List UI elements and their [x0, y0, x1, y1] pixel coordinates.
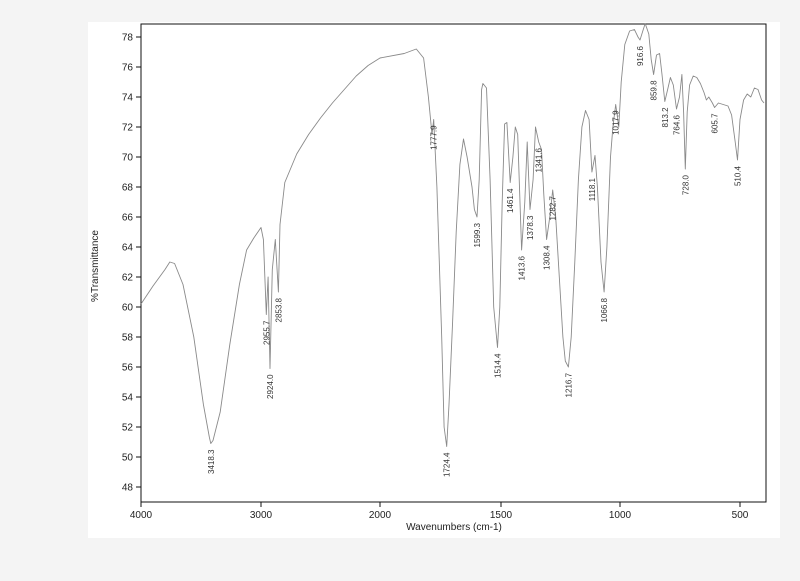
- peak-label-1341.6: 1341.6: [535, 147, 544, 172]
- peak-label-1118.1: 1118.1: [588, 177, 597, 201]
- spectrum-trace-group: [140, 23, 765, 447]
- peak-label-1216.7: 1216.7: [564, 372, 573, 397]
- y-tick-label-52: 52: [122, 423, 134, 434]
- y-tick-label-60: 60: [122, 303, 134, 314]
- peak-label-605.7: 605.7: [711, 113, 720, 134]
- peak-label-510.4: 510.4: [734, 165, 743, 186]
- peak-label-1282.7: 1282.7: [549, 195, 558, 220]
- peak-label-1378.3: 1378.3: [526, 215, 535, 240]
- y-tick-label-78: 78: [122, 33, 134, 44]
- y-tick-label-72: 72: [122, 123, 134, 134]
- spectrum-line-0: [140, 23, 765, 447]
- peak-label-1308.4: 1308.4: [543, 245, 552, 270]
- y-tick-label-68: 68: [122, 183, 134, 194]
- x-tick-label-3000: 3000: [250, 510, 273, 521]
- x-tick-label-500: 500: [732, 510, 749, 521]
- plot-frame: [140, 23, 767, 503]
- axes: 4000 3000 2000 1500 1000 500 48 50 52 54 56 58 60 62 6…: [122, 23, 767, 521]
- peak-label-1461.4: 1461.4: [506, 188, 515, 213]
- x-tick-label-4000: 4000: [130, 510, 153, 521]
- peak-label-2924.0: 2924.0: [266, 374, 275, 399]
- x-tick-label-1500: 1500: [490, 510, 513, 521]
- x-axis-title: Wavenumbers (cm-1): [406, 522, 502, 533]
- y-tick-label-70: 70: [122, 153, 134, 164]
- peak-label-3418.3: 3418.3: [207, 449, 216, 474]
- y-tick-label-54: 54: [122, 393, 134, 404]
- peak-label-1514.4: 1514.4: [494, 353, 503, 378]
- x-tick-label-1000: 1000: [609, 510, 632, 521]
- peak-label-728.0: 728.0: [681, 174, 690, 195]
- y-tick-label-58: 58: [122, 333, 134, 344]
- peak-label-1066.8: 1066.8: [600, 297, 609, 322]
- y-tick-label-48: 48: [122, 483, 134, 494]
- chart-paper: [88, 22, 780, 538]
- y-tick-label-74: 74: [122, 93, 134, 104]
- peak-label-2853.8: 2853.8: [274, 297, 283, 322]
- y-tick-label-66: 66: [122, 213, 134, 224]
- peak-label-1017.9: 1017.9: [612, 110, 621, 135]
- y-tick-label-56: 56: [122, 363, 134, 374]
- peak-label-764.6: 764.6: [673, 114, 682, 135]
- peak-label-1777.9: 1777.9: [430, 125, 439, 150]
- x-tick-label-2000: 2000: [369, 510, 392, 521]
- y-axis-title: %Transmittance: [90, 230, 101, 302]
- peak-label-1599.3: 1599.3: [473, 222, 482, 247]
- peak-label-1724.4: 1724.4: [443, 452, 452, 477]
- y-tick-label-64: 64: [122, 243, 134, 254]
- peak-label-813.2: 813.2: [661, 107, 670, 128]
- y-tick-label-50: 50: [122, 453, 134, 464]
- y-tick-label-62: 62: [122, 273, 134, 284]
- peak-label-916.6: 916.6: [636, 45, 645, 66]
- peak-label-1413.6: 1413.6: [518, 255, 527, 280]
- peak-label-2955.7: 2955.7: [262, 320, 271, 345]
- y-tick-label-76: 76: [122, 63, 134, 74]
- peak-label-859.8: 859.8: [650, 80, 659, 101]
- peak-labels: 3418.3 2955.7 2924.0 2853.8 1777.9 1724.4 1599…: [207, 45, 743, 477]
